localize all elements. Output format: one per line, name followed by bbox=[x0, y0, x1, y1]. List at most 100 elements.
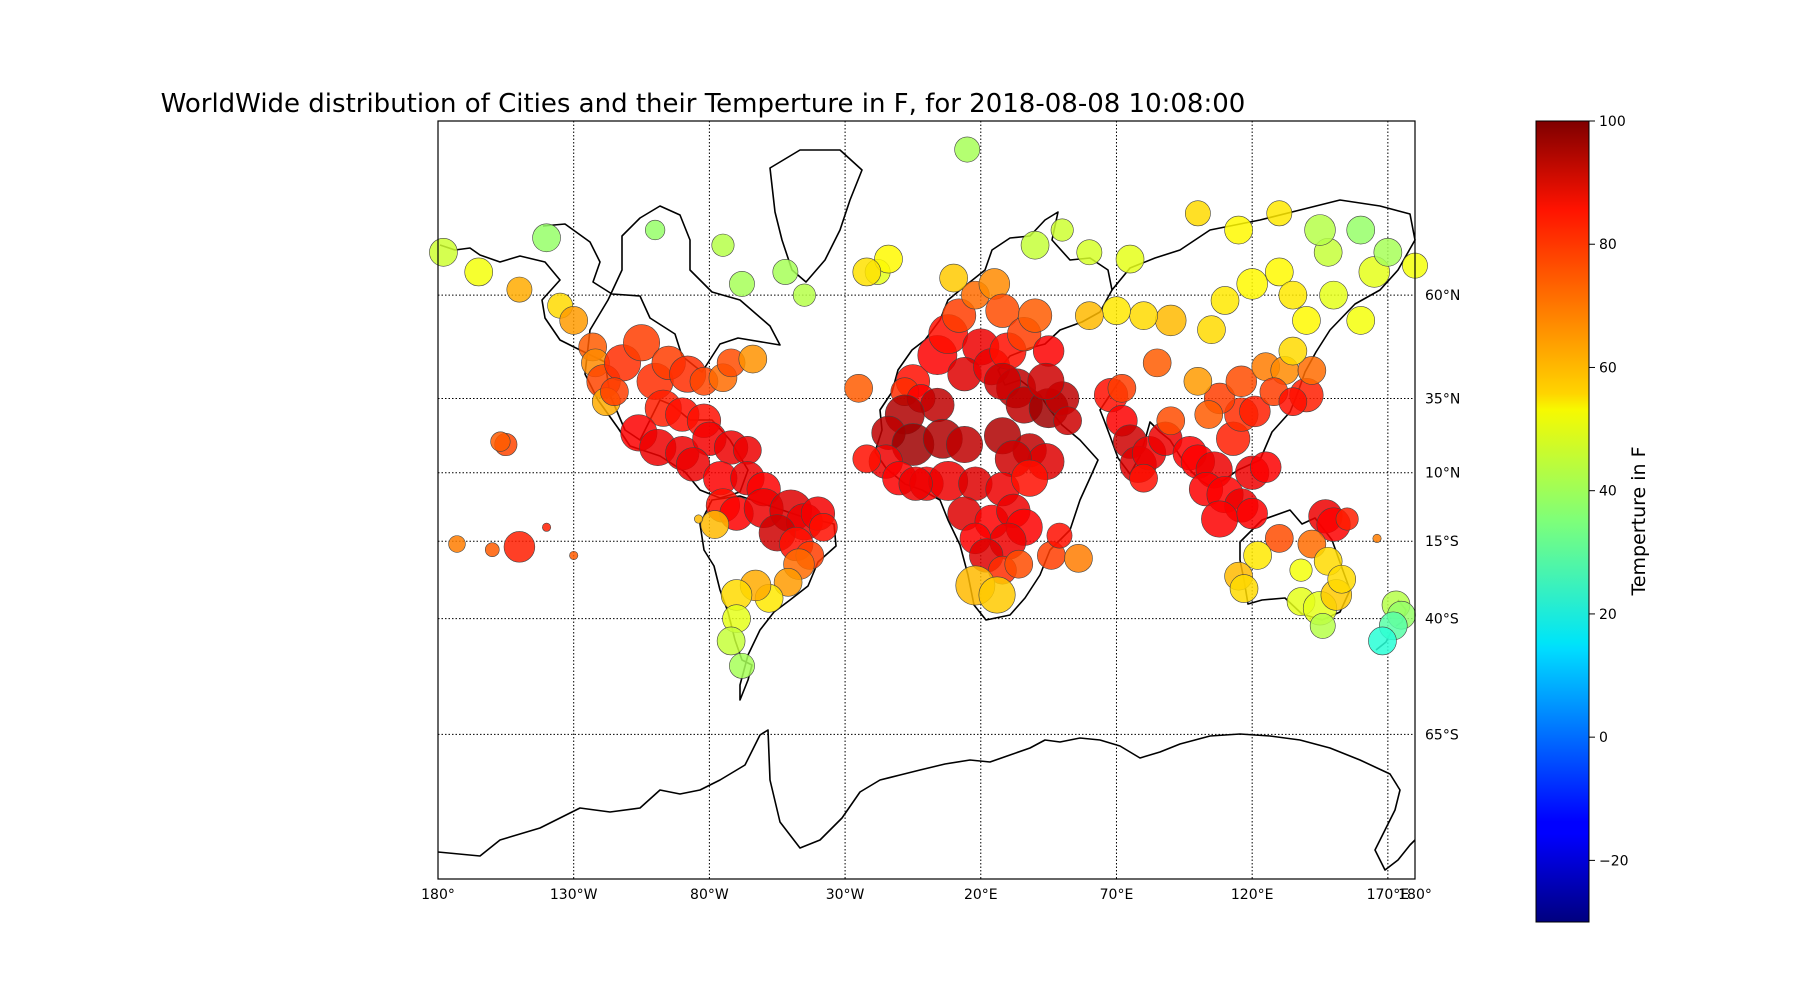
city-point bbox=[694, 514, 704, 524]
city-point bbox=[1142, 348, 1172, 378]
longitude-label: 80°W bbox=[690, 887, 729, 903]
city-point bbox=[773, 568, 803, 597]
city-point bbox=[464, 257, 494, 287]
city-point bbox=[1319, 280, 1348, 310]
city-point bbox=[983, 362, 1021, 400]
city-point bbox=[941, 298, 977, 333]
city-point bbox=[738, 344, 768, 374]
city-point bbox=[490, 431, 511, 452]
city-point bbox=[852, 444, 882, 474]
colorbar-label: Temperture in F bbox=[1628, 446, 1650, 596]
colorbar-tick-label: −20 bbox=[1599, 853, 1629, 869]
map-frame bbox=[437, 120, 1416, 880]
city-point bbox=[1265, 524, 1294, 553]
city-point bbox=[1027, 362, 1065, 400]
latitude-labels: 60°N 35°N 10°N 15°S 40°S 65°S bbox=[1425, 288, 1460, 743]
city-point bbox=[729, 652, 755, 679]
city-point bbox=[733, 436, 762, 465]
city-point bbox=[978, 576, 1016, 614]
city-point bbox=[700, 510, 730, 539]
city-point bbox=[559, 306, 588, 335]
city-point bbox=[1335, 507, 1359, 531]
city-point bbox=[1327, 564, 1357, 594]
city-point bbox=[1210, 286, 1240, 315]
city-point bbox=[484, 542, 500, 557]
city-point bbox=[1292, 306, 1321, 335]
city-point bbox=[1236, 497, 1268, 530]
city-point bbox=[1011, 459, 1049, 497]
city-point bbox=[1020, 230, 1050, 260]
city-point bbox=[1155, 304, 1187, 337]
city-point bbox=[772, 259, 799, 285]
longitude-label: 130°W bbox=[550, 887, 598, 903]
city-point bbox=[506, 276, 533, 303]
city-point bbox=[1278, 336, 1308, 366]
city-point bbox=[1278, 387, 1308, 417]
city-point bbox=[844, 374, 873, 403]
city-point bbox=[448, 535, 466, 553]
city-point bbox=[1197, 315, 1226, 344]
city-point bbox=[1250, 451, 1282, 483]
city-point bbox=[874, 244, 903, 274]
city-point bbox=[1265, 257, 1294, 287]
colorbar-ticks: 100 80 60 40 20 0 −20 bbox=[1589, 114, 1629, 869]
city-point bbox=[1102, 296, 1131, 326]
longitude-label: 180° bbox=[1398, 887, 1432, 903]
city-point bbox=[1266, 200, 1293, 227]
city-point bbox=[1236, 268, 1268, 300]
city-point bbox=[600, 377, 629, 407]
city-point bbox=[1346, 215, 1376, 245]
city-point bbox=[623, 324, 661, 362]
city-point bbox=[1075, 301, 1104, 330]
latitude-label: 65°S bbox=[1425, 727, 1459, 743]
colorbar-tick-label: 20 bbox=[1599, 607, 1617, 623]
city-point bbox=[1278, 280, 1308, 310]
city-point bbox=[1115, 244, 1145, 274]
city-temperature-points bbox=[429, 136, 1428, 679]
city-point bbox=[1372, 533, 1382, 543]
city-point bbox=[676, 447, 711, 482]
city-point bbox=[1297, 356, 1327, 385]
longitude-label: 70°E bbox=[1100, 887, 1134, 903]
city-point bbox=[711, 233, 735, 257]
city-point bbox=[1373, 237, 1403, 267]
antarctica-outline bbox=[437, 729, 1416, 871]
city-point bbox=[1229, 574, 1259, 603]
city-point bbox=[1346, 306, 1376, 335]
colorbar-gradient bbox=[1535, 120, 1590, 923]
colorbar: 100 80 60 40 20 0 −20 Temperture in F bbox=[1535, 114, 1650, 923]
latitude-label: 15°S bbox=[1425, 534, 1459, 550]
city-point bbox=[1304, 214, 1336, 246]
city-point bbox=[1076, 239, 1103, 266]
city-point bbox=[1053, 406, 1082, 436]
city-point bbox=[1032, 335, 1065, 367]
city-point bbox=[792, 283, 816, 307]
city-point bbox=[954, 136, 981, 163]
city-point bbox=[1129, 301, 1158, 330]
city-point bbox=[503, 531, 536, 563]
city-point bbox=[429, 237, 458, 267]
city-point bbox=[1064, 544, 1093, 573]
city-point bbox=[1129, 463, 1158, 493]
city-point bbox=[1183, 367, 1213, 396]
city-point bbox=[1050, 218, 1074, 242]
city-point bbox=[1289, 558, 1313, 582]
city-point bbox=[1184, 200, 1211, 227]
city-point bbox=[1107, 374, 1137, 403]
city-point bbox=[716, 626, 746, 656]
latitude-label: 60°N bbox=[1425, 288, 1460, 304]
city-point bbox=[920, 387, 955, 423]
latitude-label: 35°N bbox=[1425, 391, 1460, 407]
longitude-label: 180° bbox=[421, 887, 455, 903]
city-point bbox=[1046, 522, 1073, 549]
longitude-label: 30°W bbox=[826, 887, 865, 903]
city-point bbox=[1309, 612, 1336, 639]
city-point bbox=[1017, 298, 1053, 333]
city-point bbox=[809, 512, 838, 542]
city-point bbox=[1239, 395, 1271, 428]
city-point bbox=[939, 263, 968, 293]
city-point bbox=[1194, 400, 1224, 429]
city-point bbox=[1225, 365, 1258, 398]
city-point bbox=[1368, 626, 1397, 656]
